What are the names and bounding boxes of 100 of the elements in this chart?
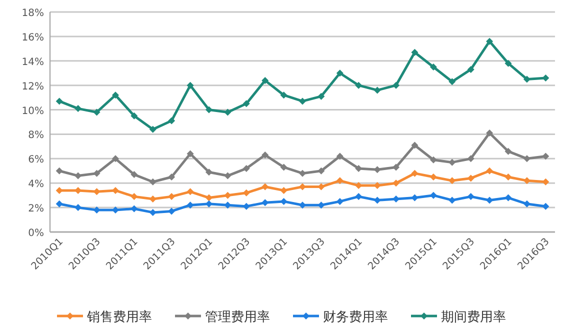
point (299, 98, 306, 105)
y-tick-label: 16% (22, 32, 44, 44)
y-tick-label: 14% (22, 56, 44, 68)
point (74, 105, 82, 112)
point (430, 156, 437, 164)
point (168, 117, 176, 124)
point (411, 170, 418, 177)
point (186, 188, 194, 196)
point (318, 92, 325, 100)
point (299, 183, 306, 190)
point (467, 66, 474, 73)
point (224, 202, 232, 209)
point (467, 193, 474, 200)
point (467, 174, 474, 182)
point (448, 177, 456, 184)
legend-label: 财务费用率 (323, 309, 388, 325)
point (205, 194, 212, 202)
point (262, 183, 269, 190)
point (280, 164, 288, 171)
point (523, 155, 530, 162)
point (186, 82, 194, 89)
point (262, 76, 269, 84)
point (93, 108, 100, 116)
y-tick-label: 2% (28, 204, 44, 215)
point (242, 164, 250, 172)
point (224, 172, 232, 180)
point (280, 198, 288, 205)
legend-label: 期间费用率 (441, 309, 506, 325)
point (411, 142, 418, 149)
point (168, 174, 176, 180)
point (486, 196, 494, 204)
point (430, 174, 437, 180)
point (504, 60, 512, 67)
point (242, 189, 250, 196)
point (355, 82, 362, 89)
point (130, 205, 138, 212)
point (448, 158, 456, 166)
point (130, 112, 138, 120)
point (168, 193, 176, 200)
point (448, 196, 456, 204)
point (242, 100, 250, 108)
point (93, 188, 100, 196)
point (149, 178, 156, 186)
point (74, 204, 82, 212)
point (280, 92, 288, 99)
point (262, 152, 269, 158)
point (280, 186, 288, 194)
point (205, 106, 212, 114)
point (112, 92, 119, 99)
y-tick-label: 12% (22, 81, 44, 92)
y-tick-label: 6% (28, 154, 44, 166)
point (542, 178, 550, 186)
point (299, 202, 306, 209)
point (224, 192, 232, 199)
point (504, 194, 512, 202)
point (504, 174, 512, 180)
legend-label: 管理费用率 (205, 309, 270, 325)
point (542, 202, 550, 210)
point (467, 155, 474, 162)
point (523, 76, 530, 83)
point (392, 180, 400, 187)
point (242, 202, 250, 210)
y-tick-label: 8% (28, 130, 44, 142)
point (205, 168, 212, 176)
point (430, 64, 437, 70)
point (430, 192, 437, 199)
point (336, 198, 344, 205)
point (411, 194, 418, 202)
point (318, 167, 325, 174)
point (486, 130, 494, 136)
point (448, 78, 456, 86)
point (56, 167, 63, 174)
point (205, 200, 212, 208)
point (486, 38, 494, 45)
y-tick-label: 10% (22, 106, 44, 117)
point (355, 193, 362, 200)
point (56, 98, 63, 105)
point (168, 208, 176, 215)
point (374, 86, 381, 94)
point (186, 202, 194, 209)
point (392, 82, 400, 89)
point (336, 177, 344, 184)
point (149, 126, 156, 133)
point (374, 182, 381, 190)
point (56, 200, 63, 208)
point (504, 148, 512, 155)
point (93, 206, 100, 214)
point (542, 74, 550, 82)
legend-label: 销售费用率 (86, 309, 152, 325)
point (186, 150, 194, 158)
point (374, 166, 381, 174)
point (318, 202, 325, 209)
y-tick-label: 4% (28, 179, 44, 190)
point (374, 196, 381, 204)
point (130, 193, 138, 200)
point (523, 177, 530, 184)
point (411, 48, 418, 56)
point (336, 70, 344, 77)
point (56, 186, 63, 194)
point (523, 200, 530, 208)
